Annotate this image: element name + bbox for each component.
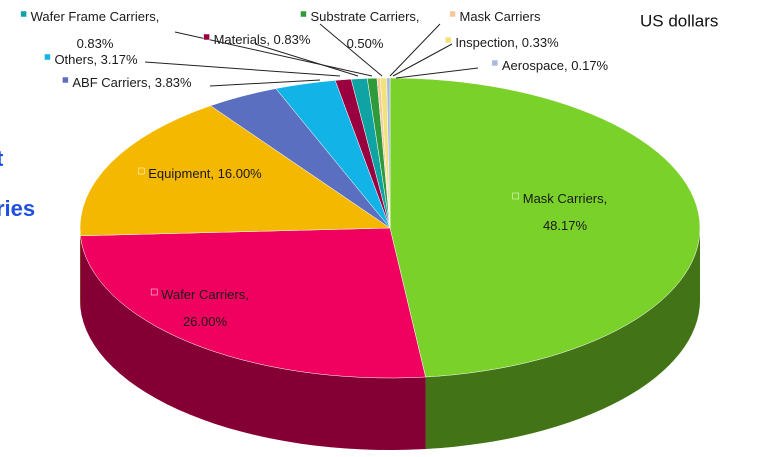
data-label: Aerospace, 0.17% <box>502 58 609 73</box>
pie-side-shade <box>80 235 426 450</box>
data-label: Others, 3.17% <box>54 52 138 67</box>
leader-line <box>254 43 359 77</box>
label-line: ABF Carriers, 3.83% <box>72 75 192 90</box>
pie-slice <box>386 77 391 229</box>
data-label: Mask Carriers, 48.17% <box>523 191 608 233</box>
label-line: Materials, 0.83% <box>214 32 311 47</box>
leader-line <box>319 23 383 77</box>
legend-swatch <box>491 59 499 67</box>
data-label: Mask Carriers <box>460 9 541 24</box>
pie-slice <box>80 227 426 379</box>
leader-lines <box>144 23 479 87</box>
pie-side <box>80 235 426 450</box>
pie-slice <box>79 105 391 237</box>
legend-swatch <box>20 10 27 18</box>
label-line: 26.00% <box>183 314 228 329</box>
legend-swatch <box>300 10 307 18</box>
label-line: Others, 3.17% <box>54 52 138 67</box>
legend-swatch <box>203 33 210 41</box>
annotation: ries <box>0 196 35 221</box>
label-line: Inspection, 0.33% <box>455 35 559 50</box>
label-line: Wafer Frame Carriers, <box>31 9 160 24</box>
data-label: Equipment, 16.00% <box>148 166 262 181</box>
label-line: Wafer Carriers, <box>161 287 249 302</box>
pie-slice <box>389 77 701 378</box>
legend-swatch <box>449 10 456 18</box>
data-label: ABF Carriers, 3.83% <box>72 75 192 90</box>
label-line: Mask Carriers <box>460 9 541 24</box>
legend-swatch <box>445 36 452 44</box>
data-label: Wafer Frame Carriers, 0.83% <box>31 9 160 51</box>
data-label: Materials, 0.83% <box>214 32 311 47</box>
pie-sides <box>80 228 700 450</box>
unit-note: US dollars <box>640 11 718 30</box>
pie-side <box>425 228 700 450</box>
label-line: Substrate Carriers, <box>310 9 419 24</box>
label-line: 0.83% <box>77 36 114 51</box>
leader-line <box>144 61 341 77</box>
data-label: Wafer Carriers, 26.00% <box>161 287 249 329</box>
pie-side-shade <box>425 228 700 450</box>
leader-line <box>209 79 321 87</box>
label-line: 48.17% <box>543 218 588 233</box>
legend-swatch <box>512 192 519 200</box>
annotation: t <box>0 146 4 171</box>
label-line: 0.50% <box>347 36 384 51</box>
legend-swatch <box>138 167 145 175</box>
leader-line <box>395 67 479 79</box>
legend-swatch <box>150 288 158 296</box>
data-label: Inspection, 0.33% <box>455 35 559 50</box>
label-line: Mask Carriers, <box>523 191 608 206</box>
pie-tops <box>79 77 701 379</box>
data-label: Substrate Carriers, 0.50% <box>310 9 419 51</box>
label-line: Equipment, 16.00% <box>148 166 262 181</box>
legend-swatch <box>44 53 51 61</box>
leader-line <box>392 43 453 77</box>
label-line: Aerospace, 0.17% <box>502 58 609 73</box>
leader-line <box>389 23 441 77</box>
legend-swatch <box>62 76 69 84</box>
